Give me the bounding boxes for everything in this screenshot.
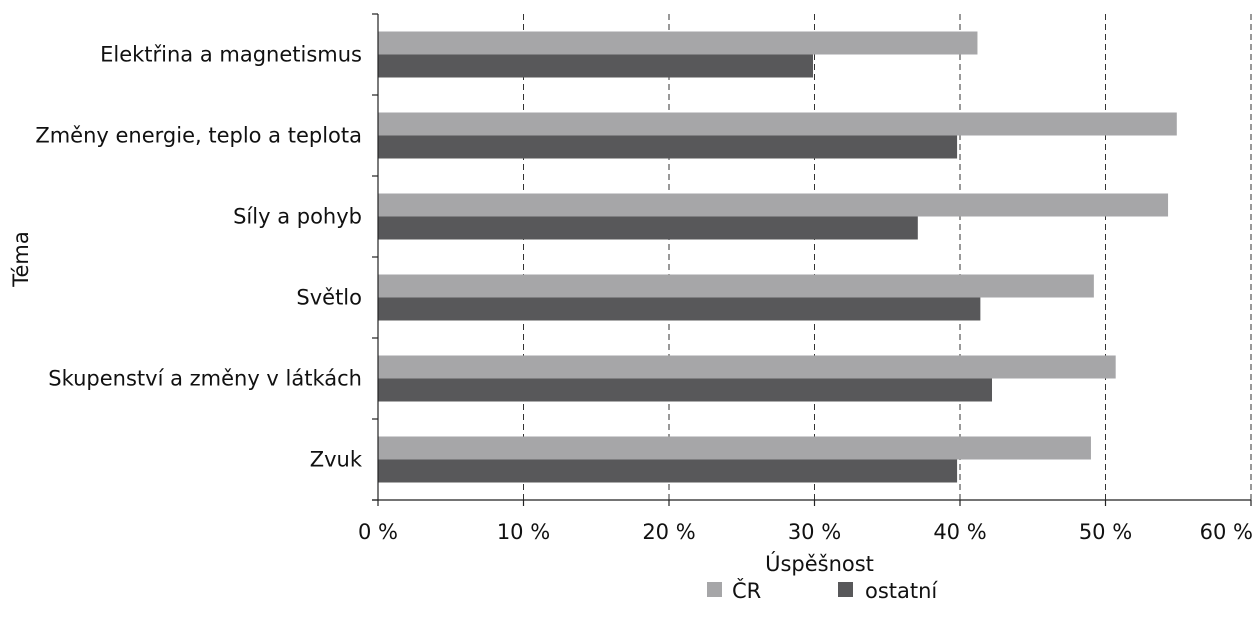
category-label: Světlo bbox=[296, 286, 362, 310]
x-tick-label: 0 % bbox=[358, 520, 398, 544]
x-axis-title: Úspěšnost bbox=[765, 551, 874, 576]
x-tick-label: 30 % bbox=[788, 520, 841, 544]
category-label: Změny energie, teplo a teplota bbox=[35, 124, 362, 148]
legend: ČR ostatní bbox=[707, 578, 938, 603]
x-tick-label: 40 % bbox=[933, 520, 986, 544]
category-label: Zvuk bbox=[310, 448, 363, 472]
grid-layer bbox=[523, 14, 1252, 500]
legend-swatch-cr bbox=[707, 582, 722, 597]
x-tick-label: 60 % bbox=[1200, 520, 1253, 544]
bar-cr bbox=[378, 355, 1116, 379]
bar-cr bbox=[378, 436, 1091, 460]
legend-label-ostatni: ostatní bbox=[865, 579, 938, 603]
bar-ostatni bbox=[378, 378, 993, 402]
legend-swatch-ostatni bbox=[838, 582, 853, 597]
category-label: Síly a pohyb bbox=[233, 205, 362, 229]
bar-cr bbox=[378, 112, 1177, 136]
bar-cr bbox=[378, 31, 978, 55]
bar-ostatni bbox=[378, 459, 958, 483]
bar-ostatni bbox=[378, 135, 958, 159]
x-tick-label: 10 % bbox=[497, 520, 550, 544]
bars-layer bbox=[378, 31, 1177, 483]
category-label: Elektřina a magnetismus bbox=[100, 43, 362, 67]
x-tick-label: 50 % bbox=[1079, 520, 1132, 544]
axes-layer bbox=[372, 13, 1252, 506]
x-tick-label: 20 % bbox=[642, 520, 695, 544]
category-label: Skupenství a změny v látkách bbox=[48, 367, 362, 391]
bar-ostatni bbox=[378, 297, 981, 321]
y-axis-title: Téma bbox=[9, 231, 33, 288]
bar-ostatni bbox=[378, 216, 918, 240]
legend-label-cr: ČR bbox=[732, 578, 761, 603]
bar-cr bbox=[378, 274, 1094, 298]
bar-cr bbox=[378, 193, 1169, 217]
bar-ostatni bbox=[378, 54, 814, 78]
labels-layer: Elektřina a magnetismus Změny energie, te… bbox=[35, 43, 1253, 545]
